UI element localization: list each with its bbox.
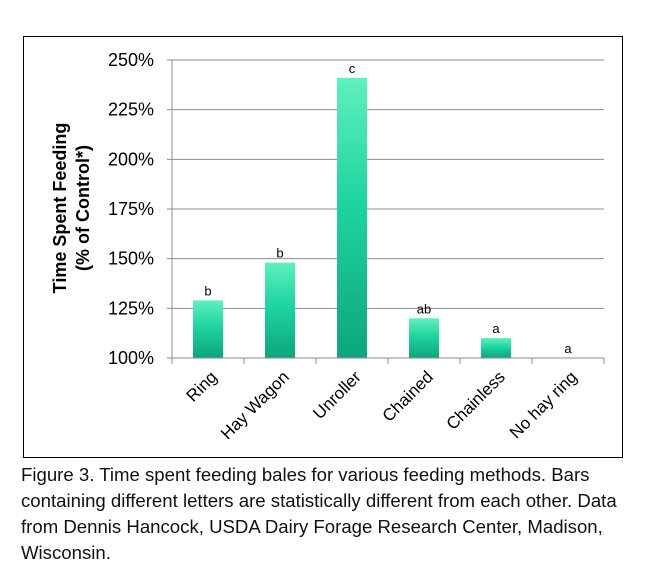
x-category-label: No hay ring bbox=[506, 367, 581, 442]
figure-frame bbox=[23, 36, 623, 458]
y-axis-title-line1: Time Spent Feeding bbox=[50, 123, 70, 294]
bar-hay-wagon bbox=[265, 262, 295, 358]
y-tick-label: 225% bbox=[108, 100, 154, 120]
x-category-label: Ring bbox=[183, 367, 221, 405]
x-category-label: Hay Wagon bbox=[217, 367, 293, 443]
significance-letter: b bbox=[204, 283, 211, 298]
significance-letter: b bbox=[276, 246, 283, 261]
y-axis-title-line2: (% of Control*) bbox=[73, 145, 93, 271]
y-tick-label: 250% bbox=[108, 50, 154, 70]
x-category-label: Chained bbox=[379, 367, 437, 425]
y-tick-label: 150% bbox=[108, 249, 154, 269]
figure-caption: Figure 3. Time spent feeding bales for v… bbox=[21, 464, 617, 563]
bar-ring bbox=[193, 300, 223, 358]
significance-letter: ab bbox=[417, 301, 431, 316]
significance-letter: a bbox=[492, 321, 500, 336]
y-tick-label: 125% bbox=[108, 298, 154, 318]
significance-letter: a bbox=[564, 341, 572, 356]
bar-chained bbox=[409, 318, 439, 358]
x-category-label: Unroller bbox=[309, 367, 365, 423]
significance-letter: c bbox=[349, 61, 356, 76]
bar-chainless bbox=[481, 338, 511, 358]
bar-unroller bbox=[337, 77, 367, 358]
y-tick-label: 200% bbox=[108, 149, 154, 169]
x-category-label: Chainless bbox=[443, 367, 509, 433]
y-tick-label: 100% bbox=[108, 348, 154, 368]
y-tick-label: 175% bbox=[108, 199, 154, 219]
